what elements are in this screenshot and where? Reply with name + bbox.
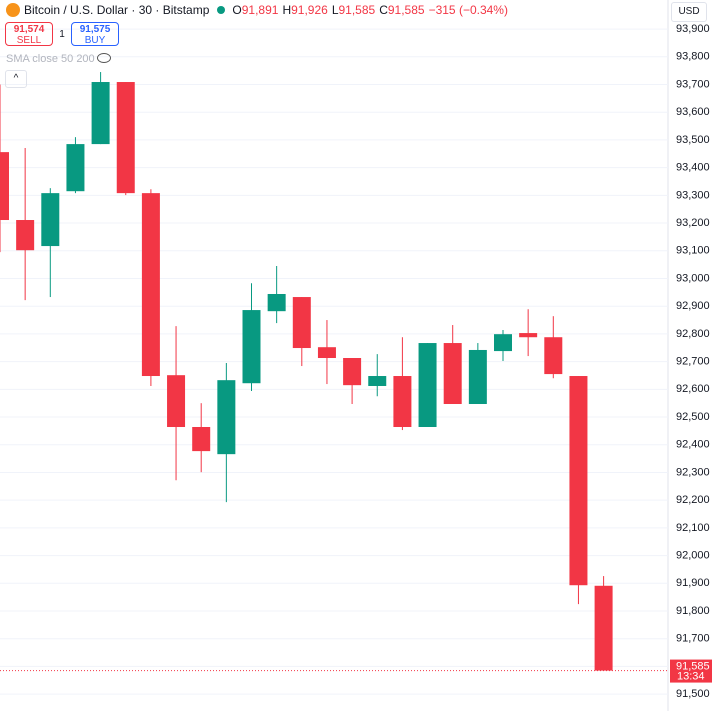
change: −315 (−0.34%) xyxy=(428,3,508,17)
sell-button[interactable]: 91,574 SELL xyxy=(5,22,53,46)
y-tick-label: 93,400 xyxy=(676,162,710,174)
candle-body xyxy=(494,334,512,352)
y-tick-label: 92,200 xyxy=(676,494,710,506)
candle-body xyxy=(0,152,9,221)
y-tick-label: 93,700 xyxy=(676,78,710,90)
candle-body xyxy=(443,343,462,405)
y-tick-label: 92,500 xyxy=(676,411,710,423)
candle-body xyxy=(66,144,85,192)
candle-body xyxy=(217,380,236,455)
y-tick-label: 93,100 xyxy=(676,245,710,257)
y-tick-label: 91,500 xyxy=(676,688,710,700)
low-value: 91,585 xyxy=(338,3,376,17)
candle-body xyxy=(141,193,160,377)
high-value: 91,926 xyxy=(291,3,328,17)
y-tick-label: 91,900 xyxy=(676,577,710,589)
visibility-toggle[interactable] xyxy=(97,53,111,63)
candle-body xyxy=(16,220,35,251)
y-tick-label: 92,000 xyxy=(676,549,710,561)
trade-panel: 91,574 SELL 1 91,575 BUY xyxy=(5,22,119,46)
close-value: 91,585 xyxy=(387,3,425,17)
buy-button[interactable]: 91,575 BUY xyxy=(71,22,119,46)
indicator[interactable]: SMA close 50 200 xyxy=(6,53,95,65)
sell-label: SELL xyxy=(16,35,42,46)
y-tick-label: 92,700 xyxy=(676,356,710,368)
currency-button[interactable]: USD xyxy=(671,2,707,22)
countdown: 13:34 xyxy=(677,670,705,682)
y-tick-label: 92,100 xyxy=(676,522,710,534)
high-label: H xyxy=(282,3,292,17)
coin-icon xyxy=(6,3,20,17)
y-tick-label: 93,900 xyxy=(676,23,710,35)
y-tick-label: 93,200 xyxy=(676,217,710,229)
sell-price: 91,574 xyxy=(13,24,45,35)
y-tick-label: 93,000 xyxy=(676,272,710,284)
y-tick-label: 92,400 xyxy=(676,439,710,451)
low-label: L xyxy=(331,3,339,17)
y-tick-label: 91,800 xyxy=(676,605,710,617)
candle-body xyxy=(267,293,286,312)
y-tick-label: 92,300 xyxy=(676,466,710,478)
candle-body xyxy=(41,193,60,247)
candle-body xyxy=(368,376,387,386)
y-tick-label: 92,900 xyxy=(676,300,710,312)
candle-body xyxy=(91,82,110,145)
candle-body xyxy=(192,427,211,452)
candle-body xyxy=(594,585,613,671)
y-tick-label: 93,600 xyxy=(676,106,710,118)
last-price-box xyxy=(670,659,712,683)
y-tick-label: 91,700 xyxy=(676,633,710,645)
candle-body xyxy=(544,337,563,375)
candle-body xyxy=(519,333,538,338)
candle-body xyxy=(242,310,261,384)
y-tick-label: 93,800 xyxy=(676,51,710,63)
y-tick-label: 92,600 xyxy=(676,383,710,395)
candle-body xyxy=(167,375,186,428)
symbol: Bitcoin / U.S. Dollar · 30 · Bitstamp xyxy=(24,3,210,17)
buy-price: 91,575 xyxy=(79,24,111,35)
buy-label: BUY xyxy=(84,35,106,46)
collapse-button[interactable]: ^ xyxy=(5,70,27,88)
candle-body xyxy=(393,376,412,428)
spread: 1 xyxy=(59,28,65,40)
candle-body xyxy=(317,347,336,359)
last-price-label: 91,585 xyxy=(676,660,710,672)
candle-body xyxy=(468,349,487,405)
candle-body xyxy=(116,82,135,194)
candle-body xyxy=(343,358,362,386)
candle-body xyxy=(418,343,437,428)
y-tick-label: 93,500 xyxy=(676,134,710,146)
candle-body xyxy=(569,376,588,586)
open-value: 91,891 xyxy=(241,3,279,17)
y-tick-label: 93,300 xyxy=(676,189,710,201)
open-label: O xyxy=(232,3,242,17)
candle-body xyxy=(292,297,311,349)
market-status xyxy=(217,6,226,14)
y-tick-label: 92,800 xyxy=(676,328,710,340)
close-label: C xyxy=(379,3,388,17)
